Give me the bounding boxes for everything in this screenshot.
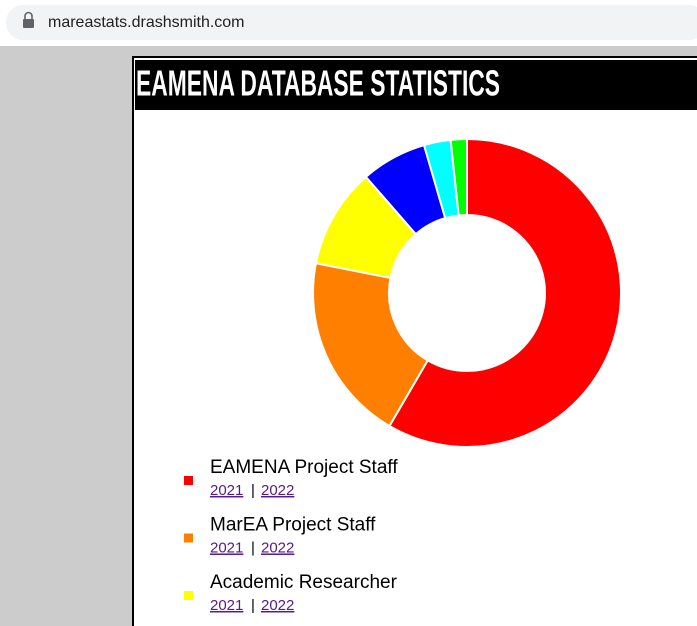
year-link[interactable]: 2022 [261, 597, 294, 614]
header-bar [135, 60, 697, 110]
address-bar[interactable] [6, 5, 697, 40]
legend-swatch [184, 533, 193, 543]
legend-swatch [184, 476, 193, 485]
donut-slice[interactable] [388, 137, 622, 448]
year-link[interactable]: 2022 [261, 539, 294, 556]
legend-label: EAMENA Project Staff [210, 457, 398, 478]
link-separator: | [251, 482, 255, 499]
legend-label: Academic Researcher [210, 572, 398, 593]
year-link[interactable]: 2021 [210, 482, 243, 499]
donut-chart [312, 137, 622, 448]
legend-label: MarEA Project Staff [210, 515, 376, 536]
page-title: EAMENA DATABASE STATISTICS [136, 63, 500, 104]
url[interactable]: mareastats.drashsmith.com [48, 14, 245, 31]
year-link[interactable]: 2022 [261, 482, 294, 499]
link-separator: | [251, 597, 255, 614]
year-link[interactable]: 2021 [210, 597, 243, 614]
legend: EAMENA Project Staff 2021 | 2022 MarEA Proje… [184, 457, 398, 614]
link-separator: | [251, 539, 255, 556]
legend-swatch [184, 591, 193, 600]
donut-slice[interactable] [449, 137, 468, 217]
lock-icon [23, 11, 34, 28]
donut-slice[interactable] [312, 262, 430, 428]
year-link[interactable]: 2021 [210, 539, 243, 556]
